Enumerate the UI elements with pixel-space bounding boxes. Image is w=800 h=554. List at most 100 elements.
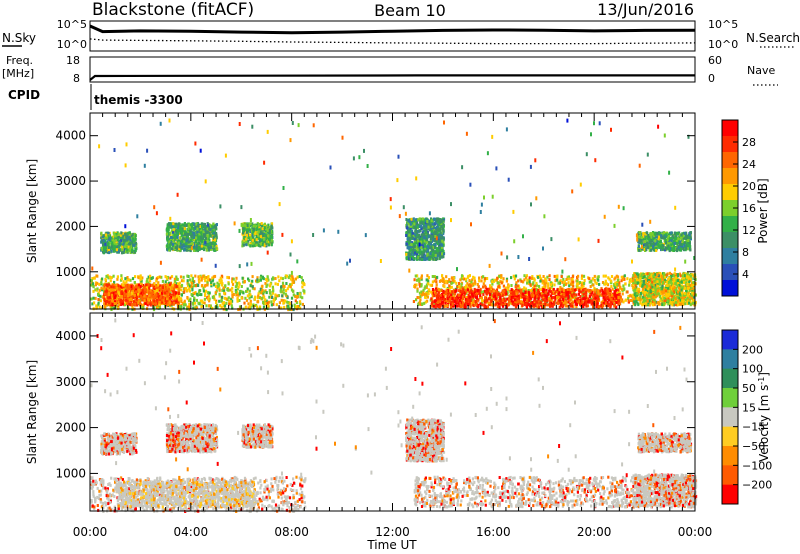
scatter-cell <box>237 293 240 297</box>
scatter-cell <box>121 283 124 287</box>
scatter-cell <box>251 275 254 279</box>
scatter-cell <box>105 246 108 250</box>
scatter-cell <box>156 298 159 302</box>
scatter-cell <box>541 281 544 285</box>
scatter-cell <box>128 247 131 251</box>
scatter-cell <box>416 274 419 278</box>
scatter-cell <box>410 248 413 252</box>
scatter-cell <box>169 242 173 246</box>
scatter-cell <box>181 240 184 244</box>
scatter-cell <box>130 234 133 238</box>
scatter-cell <box>442 223 445 227</box>
scatter-cell <box>139 281 142 285</box>
scatter-cell <box>177 241 180 245</box>
scatter-cell <box>113 285 116 289</box>
scatter-cell <box>200 236 203 240</box>
scatter-cell <box>100 236 103 240</box>
scatter-cell <box>166 297 169 301</box>
scatter-cell <box>256 296 259 300</box>
scatter-cell <box>107 243 110 246</box>
scatter-cell <box>207 291 210 295</box>
scatter-cell <box>182 229 185 233</box>
scatter-cell <box>288 302 291 306</box>
scatter-cell <box>577 274 580 278</box>
scatter-cell <box>263 237 266 241</box>
scatter-cell <box>419 221 422 225</box>
scatter-cell <box>212 295 215 299</box>
scatter-cell <box>198 289 201 293</box>
scatter-cell <box>486 277 489 280</box>
scatter-cell <box>127 245 130 249</box>
scatter-cell <box>438 257 441 261</box>
scatter-cell <box>258 290 261 294</box>
scatter-cell <box>436 246 439 250</box>
scatter-cell <box>480 279 483 283</box>
scatter-cell <box>110 291 113 295</box>
noise-left-tick-bottom: 10^0 <box>57 38 87 51</box>
scatter-cell <box>174 229 177 233</box>
scatter-cell <box>130 298 133 301</box>
scatter-cell <box>231 293 234 297</box>
scatter-cell <box>434 245 437 249</box>
scatter-cell <box>426 238 429 242</box>
scatter-cell <box>421 217 424 221</box>
scatter-cell <box>299 302 302 306</box>
scatter-cell <box>437 233 440 237</box>
scatter-cell <box>112 292 115 296</box>
scatter-cell <box>123 303 126 307</box>
scatter-cell <box>133 300 136 304</box>
scatter-cell <box>114 294 117 298</box>
scatter-cell <box>415 236 418 240</box>
scatter-cell <box>610 275 614 278</box>
scatter-cell <box>427 225 430 229</box>
scatter-cell <box>107 231 110 235</box>
scatter-cell <box>565 282 568 286</box>
scatter-cell <box>282 301 285 305</box>
scatter-cell <box>219 304 222 308</box>
nave-tick-bottom: 0 <box>708 72 715 85</box>
scatter-cell <box>480 290 483 294</box>
scatter-cell <box>118 240 121 244</box>
scatter-cell <box>163 285 166 289</box>
scatter-cell <box>549 281 552 285</box>
scatter-cell <box>272 299 275 303</box>
scatter-cell <box>130 287 134 291</box>
scatter-cell <box>197 224 200 228</box>
scatter-cell <box>469 284 472 288</box>
scatter-cell <box>182 306 185 310</box>
scatter-cell <box>548 278 551 282</box>
scatter-cell <box>440 248 443 252</box>
scatter-cell <box>244 224 247 228</box>
scatter-cell <box>189 223 192 227</box>
scatter-cell <box>170 275 174 279</box>
scatter-cell <box>581 286 584 290</box>
scatter-cell <box>420 276 423 280</box>
scatter-cell <box>143 294 146 298</box>
scatter-cell <box>210 284 213 288</box>
scatter-cell <box>241 240 244 244</box>
scatter-cell <box>124 245 127 248</box>
scatter-cell <box>117 305 120 309</box>
scatter-cell <box>424 238 427 242</box>
scatter-cell <box>194 239 197 243</box>
scatter-cell <box>255 303 258 307</box>
scatter-cell <box>208 242 212 246</box>
scatter-cell <box>147 301 150 305</box>
scatter-cell <box>209 304 212 308</box>
scatter-cell <box>463 277 466 281</box>
scatter-cell <box>225 301 228 305</box>
scatter-cell <box>177 282 180 286</box>
scatter-cell <box>460 282 463 286</box>
scatter-cell <box>231 306 234 310</box>
scatter-cell <box>241 276 244 280</box>
scatter-cell <box>164 280 167 284</box>
scatter-cell <box>615 285 618 289</box>
scatter-cell <box>468 286 471 290</box>
scatter-cell <box>437 221 440 225</box>
scatter-cell <box>152 308 156 312</box>
scatter-cell <box>249 242 253 246</box>
scatter-cell <box>182 225 185 229</box>
scatter-cell <box>120 290 123 294</box>
scatter-cell <box>412 245 415 249</box>
scatter-cell <box>112 290 116 294</box>
